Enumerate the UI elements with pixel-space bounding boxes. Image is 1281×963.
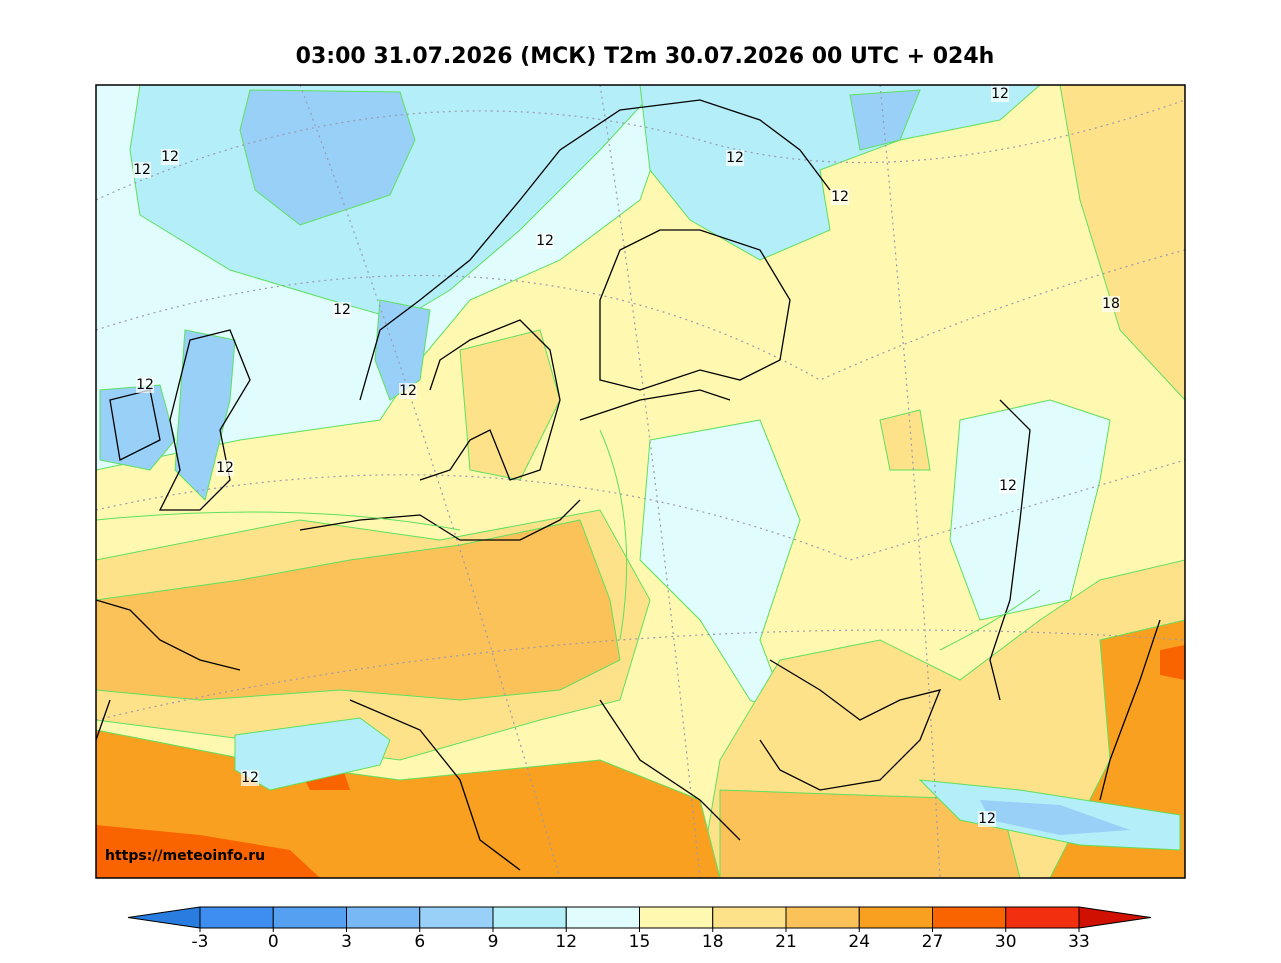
colorbar-segment [1005, 906, 1080, 929]
contour-label-bg [333, 302, 351, 318]
colorbar-tick-label: 6 [414, 932, 425, 952]
contour-label-bg [161, 149, 179, 165]
contour-label: 12 [978, 811, 996, 827]
contour-label: 12 [241, 770, 259, 786]
contour-label: 12 [726, 150, 744, 166]
colorbar-extend-high [1078, 906, 1152, 929]
colorbar-tick-label: 27 [922, 932, 944, 952]
contour-label: 12 [399, 383, 417, 399]
colorbar-tick-label: 9 [488, 932, 499, 952]
colorbar-tick-label: 3 [341, 932, 352, 952]
contour-label-bg [399, 383, 417, 399]
colorbar-tick-label: -3 [192, 932, 209, 952]
contour-label-bg [536, 233, 554, 249]
colorbar-segment [785, 906, 860, 929]
colorbar-segment [419, 906, 494, 929]
colorbar-tick-label: 21 [775, 932, 797, 952]
contour-label: 12 [536, 233, 554, 249]
colorbar-segment [272, 906, 347, 929]
map [96, 85, 1185, 878]
colorbar-segment [932, 906, 1007, 929]
contour-label-bg [831, 189, 849, 205]
colorbar-tick-label: 18 [702, 932, 724, 952]
colorbar-segment [346, 906, 421, 929]
contour-label-bg [216, 460, 234, 476]
colorbar-tick-label: 24 [848, 932, 870, 952]
contour-label: 12 [136, 377, 154, 393]
colorbar-tick-label: 33 [1068, 932, 1090, 952]
contour-label-bg [978, 811, 996, 827]
colorbar-tick-label: 15 [629, 932, 651, 952]
contour-label-bg [1102, 296, 1120, 312]
contour-label: 12 [161, 149, 179, 165]
contour-label-bg [133, 162, 151, 178]
contour-label-bg [136, 377, 154, 393]
contour-label: 12 [991, 86, 1009, 102]
colorbar-segment [565, 906, 640, 929]
contour-label-bg [726, 150, 744, 166]
contour-label: 12 [133, 162, 151, 178]
colorbar-segment [199, 906, 274, 929]
contour-label: 12 [216, 460, 234, 476]
contour-label-bg [241, 770, 259, 786]
map-frame [95, 84, 1186, 879]
contour-label: 12 [333, 302, 351, 318]
colorbar-segment [712, 906, 787, 929]
colorbar-tick-label: 0 [268, 932, 279, 952]
source-url: https://meteoinfo.ru [105, 848, 265, 864]
colorbar-extend-low [127, 906, 201, 929]
colorbar-tick-label: 12 [555, 932, 577, 952]
colorbar-segment [858, 906, 933, 929]
contour-label-bg [991, 86, 1009, 102]
contour-label: 12 [999, 478, 1017, 494]
contour-label-bg [999, 478, 1017, 494]
colorbar-segment [639, 906, 714, 929]
colorbar-tick-label: 30 [995, 932, 1017, 952]
colorbar-segment [492, 906, 567, 929]
contour-label: 12 [831, 189, 849, 205]
title: 03:00 31.07.2026 (МСК) T2m 30.07.2026 00… [296, 44, 995, 69]
contour-label: 18 [1102, 296, 1120, 312]
